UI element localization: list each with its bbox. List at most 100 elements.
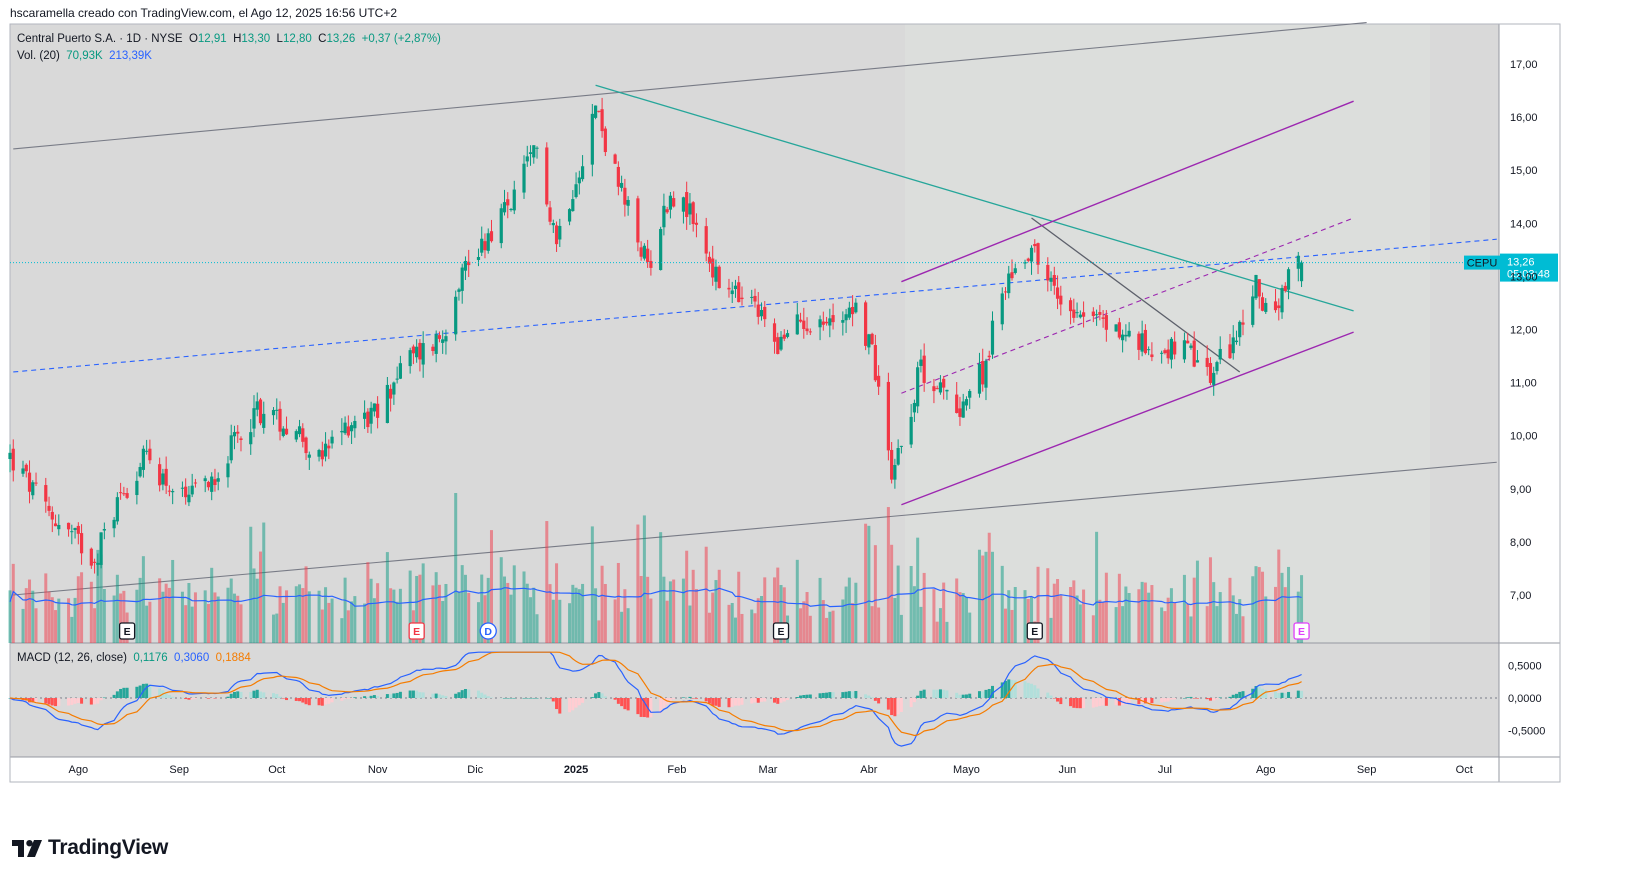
candle [532,145,536,164]
candle-body [158,464,162,486]
macd-histogram-bar [418,692,422,698]
candle [34,472,38,486]
candle [327,439,331,460]
candle-body [935,388,939,390]
macd-histogram-bar [945,690,949,698]
volume-bar [21,608,25,643]
volume-bar [275,613,279,643]
candle [886,372,890,461]
candle-body [96,562,100,565]
candle-body [1127,330,1131,337]
macd-histogram-bar [1238,691,1242,698]
earnings-marker[interactable]: E [1293,622,1310,640]
volume-bar [854,582,858,643]
candle-body [1238,321,1242,338]
candle-body [53,523,58,527]
volume-bar [1251,576,1255,643]
volume-bar [385,552,389,643]
macd-histogram-bar [1114,698,1118,706]
volume-bar [372,598,376,643]
earnings-marker[interactable]: E [772,622,790,640]
candle-body [1205,357,1209,367]
candle [782,329,786,342]
price-tick-label: 7,00 [1510,590,1531,602]
volume-bar [122,590,126,643]
candle-body [1124,334,1128,337]
volume-bar [1078,604,1082,643]
candle-body [1033,243,1037,247]
macd-histogram-bar [463,689,467,698]
volume-bar [1189,616,1193,643]
candle [216,472,220,491]
candle [27,460,32,504]
macd-histogram-bar [1264,689,1268,698]
earnings-marker[interactable]: E [118,622,136,640]
volume-bar [1059,595,1063,643]
candle-body [1121,334,1125,341]
candle [1121,329,1125,353]
volume-bar [1231,595,1235,643]
candle [1094,309,1099,326]
earnings-marker[interactable]: E [1026,622,1043,640]
candle [1117,317,1121,340]
candle-body [135,480,139,496]
candle [363,400,367,429]
volume-bar [1234,613,1238,643]
candle [681,196,686,224]
macd-histogram-bar [369,695,373,698]
macd-histogram-bar [535,698,539,699]
earnings-marker[interactable]: D [479,622,497,640]
volume-bar [893,598,897,643]
volume-bar [877,607,881,643]
candle-body [499,208,503,244]
volume-bar [171,559,175,643]
volume-bar [890,544,894,643]
macd-histogram-bar [304,698,308,705]
candle-body [717,266,721,289]
candle-body [304,437,308,454]
macd-histogram-bar [252,690,256,698]
candle [577,170,581,195]
macd-histogram-bar [639,698,643,717]
volume-bar [54,610,58,643]
candle-body [912,402,917,413]
candle-body [620,182,624,188]
time-tick-label: 2025 [564,764,588,776]
volume-bar [226,587,230,643]
macd-histogram-bar [805,694,809,698]
candle [392,381,396,405]
volume-legend[interactable]: Vol. (20) 70,93K 213,39K [17,50,152,62]
macd-legend[interactable]: MACD (12, 26, close) 0,1176 0,3060 0,188… [17,652,251,664]
candle [919,349,923,373]
candle [593,105,598,120]
volume-bar [600,565,604,643]
candle-body [187,494,191,503]
earnings-marker[interactable]: E [408,622,425,640]
candle [590,103,594,177]
volume-bar [1049,617,1053,643]
macd-histogram-bar [636,698,640,715]
candle-body [1241,322,1245,325]
candle-body [232,432,237,437]
tradingview-logo[interactable]: TradingView [12,836,168,860]
macd-tick-label: 0,5000 [1508,660,1542,672]
symbol-legend[interactable]: Central Puerto S.A. · 1D · NYSE O12,91 H… [17,33,441,45]
macd-histogram-bar [164,692,168,698]
candle-body [821,321,825,325]
candle-body [649,260,653,268]
macd-histogram-bar [301,698,305,703]
macd-histogram-bar [376,695,380,698]
candle-body [1212,372,1216,385]
candle [346,415,350,438]
candle [623,178,627,217]
candle [1264,298,1268,314]
macd-histogram-bar [57,698,61,706]
macd-histogram-bar [1150,698,1154,704]
candle [158,457,162,492]
volume-bar [1121,606,1125,643]
candle [122,486,126,497]
volume-bar [193,592,197,643]
candle-body [646,248,650,262]
volume-bar [1095,531,1099,643]
